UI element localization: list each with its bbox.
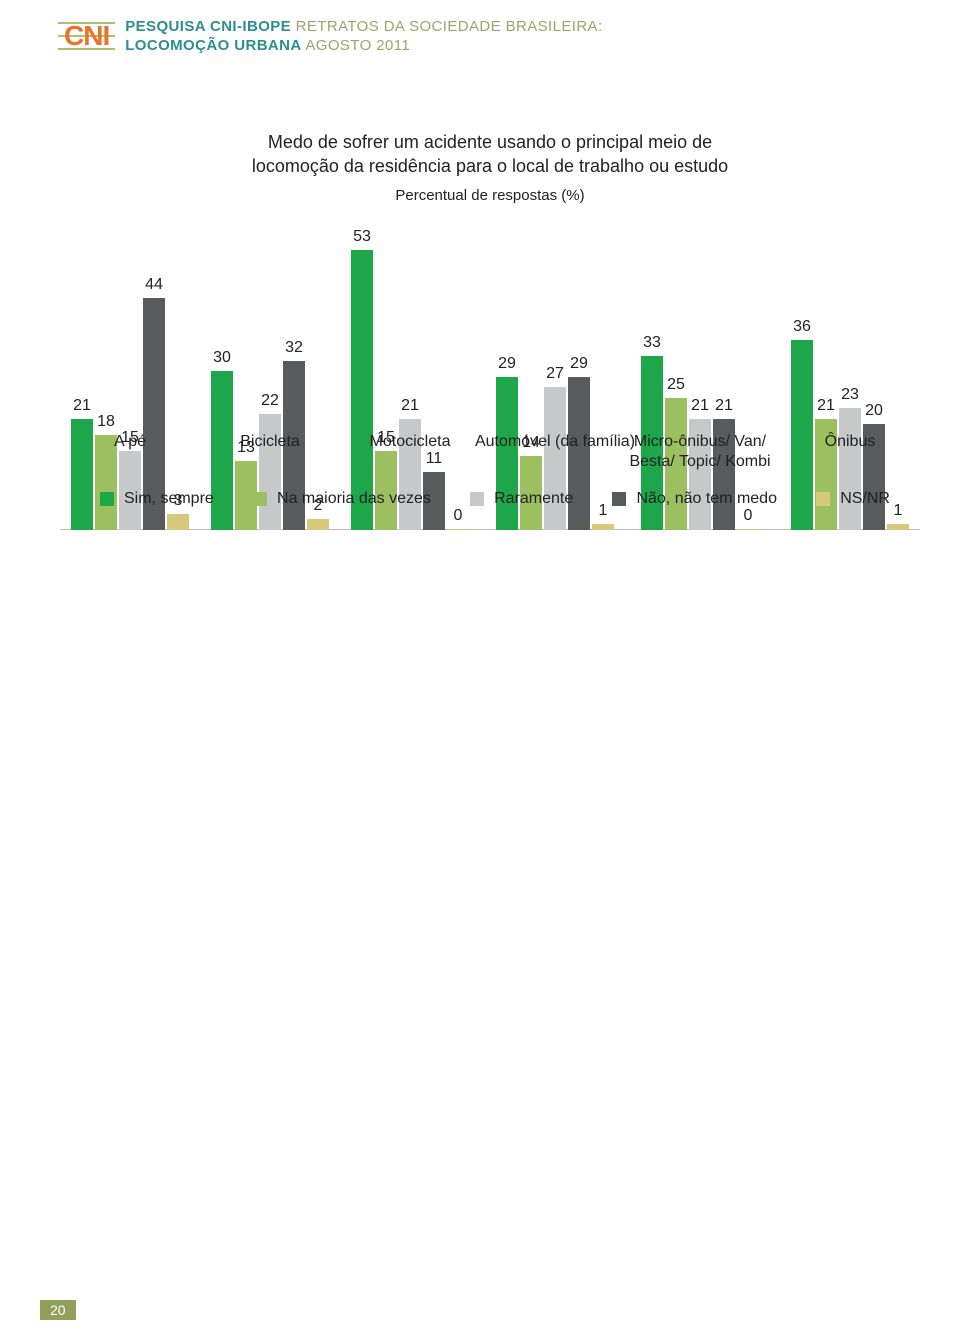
page-header: CNI PESQUISA CNI-IBOPE RETRATOS DA SOCIE…	[60, 18, 603, 54]
category-label: Automóvel (da família)	[475, 432, 635, 452]
legend-item: NS/NR	[816, 490, 890, 508]
legend-label: Sim, sempre	[124, 490, 214, 508]
header-text: PESQUISA CNI-IBOPE RETRATOS DA SOCIEDADE…	[125, 18, 602, 54]
chart-container: Medo de sofrer um acidente usando o prin…	[60, 130, 920, 530]
bar-value-label: 25	[667, 376, 685, 394]
logo-text: CNI	[64, 20, 109, 51]
bar-value-label: 21	[691, 397, 709, 415]
bar-value-label: 0	[744, 507, 753, 525]
bar: 1	[887, 524, 909, 529]
category-label: Motocicleta	[370, 432, 451, 452]
bar: 3	[167, 514, 189, 530]
bar-value-label: 21	[715, 397, 733, 415]
page-number: 20	[40, 1300, 76, 1320]
bar: 0	[447, 529, 469, 530]
legend-item: Raramente	[470, 490, 573, 508]
bar-value-label: 30	[213, 349, 231, 367]
legend-item: Na maioria das vezes	[253, 490, 431, 508]
bar-value-label: 29	[570, 355, 588, 373]
category-label: Bicicleta	[240, 432, 300, 452]
bar-value-label: 21	[817, 397, 835, 415]
bar-value-label: 29	[498, 355, 516, 373]
bar-value-label: 44	[145, 276, 163, 294]
bar-value-label: 0	[454, 507, 463, 525]
bar: 2	[307, 519, 329, 530]
category-label: A pé	[114, 432, 146, 452]
legend-swatch	[816, 492, 830, 506]
legend-label: NS/NR	[840, 490, 890, 508]
header-line2-a: LOCOMOÇÃO URBANA	[125, 37, 301, 54]
chart-title-l2: locomoção da residência para o local de …	[252, 156, 728, 176]
legend-item: Sim, sempre	[100, 490, 214, 508]
legend-item: Não, não tem medo	[612, 490, 777, 508]
cni-logo: CNI	[60, 18, 113, 54]
bar: 0	[737, 529, 759, 530]
legend-label: Não, não tem medo	[636, 490, 777, 508]
bar-value-label: 27	[546, 365, 564, 383]
header-line1-b: RETRATOS DA SOCIEDADE BRASILEIRA:	[291, 18, 602, 35]
bar-value-label: 36	[793, 318, 811, 336]
header-line2-b: AGOSTO 2011	[302, 37, 410, 54]
bar-chart: 2118154433013223225315211102914272913325…	[60, 240, 920, 530]
bar-value-label: 33	[643, 334, 661, 352]
header-line1-a: PESQUISA CNI-IBOPE	[125, 18, 291, 35]
category-labels: A pé Bicicleta Motocicleta Automóvel (da fa…	[60, 432, 920, 482]
chart-subtitle: Percentual de respostas (%)	[60, 187, 920, 204]
bar-value-label: 22	[261, 392, 279, 410]
bar-value-label: 20	[865, 402, 883, 420]
legend-label: Na maioria das vezes	[277, 490, 431, 508]
chart-title-l1: Medo de sofrer um acidente usando o prin…	[268, 132, 712, 152]
bar-value-label: 53	[353, 228, 371, 246]
bar: 1	[592, 524, 614, 529]
bar: 53	[351, 250, 373, 529]
legend-swatch	[100, 492, 114, 506]
bar-value-label: 18	[97, 413, 115, 431]
category-label: Micro-ônibus/ Van/Besta/ Topic/ Kombi	[629, 432, 770, 472]
bar-value-label: 32	[285, 339, 303, 357]
bar-value-label: 23	[841, 386, 859, 404]
chart-title: Medo de sofrer um acidente usando o prin…	[60, 130, 920, 179]
legend-swatch	[612, 492, 626, 506]
legend-label: Raramente	[494, 490, 573, 508]
bar-group: 531521110	[351, 250, 469, 529]
category-label: Ônibus	[825, 432, 876, 452]
legend-swatch	[253, 492, 267, 506]
bar-value-label: 21	[73, 397, 91, 415]
legend: Sim, sempre Na maioria das vezes Raramente…	[60, 490, 920, 508]
bar-value-label: 21	[401, 397, 419, 415]
legend-swatch	[470, 492, 484, 506]
